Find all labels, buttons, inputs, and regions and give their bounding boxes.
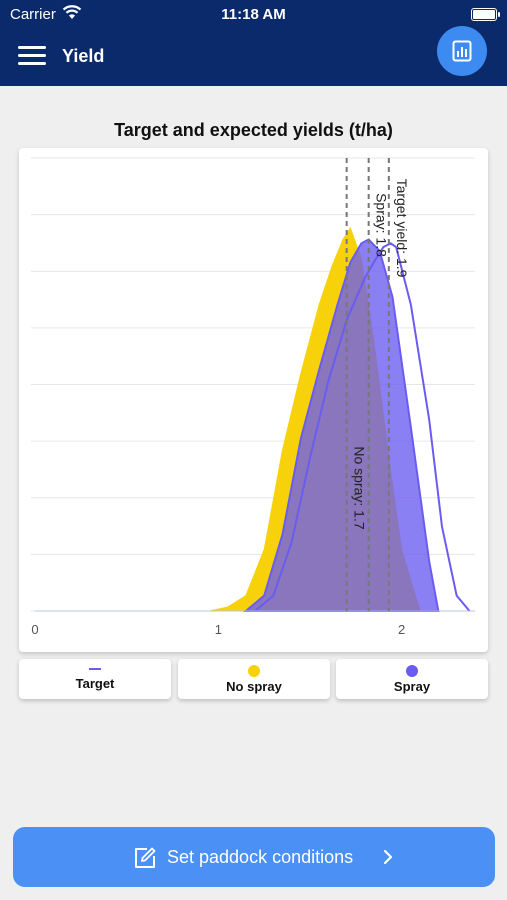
status-bar: Carrier 11:18 AM xyxy=(0,0,507,28)
target-line-marker xyxy=(89,668,101,670)
status-time: 11:18 AM xyxy=(221,6,286,23)
yield-distribution-chart: 0 1 2 No spray: 1.7 Spray: 1.8 Target yield:… xyxy=(31,157,475,637)
cta-label: Set paddock conditions xyxy=(167,847,354,867)
chevron-right-icon xyxy=(383,849,393,865)
x-tick-label: 1 xyxy=(215,622,222,637)
app-header: Carrier 11:18 AM Yield xyxy=(0,0,507,86)
hamburger-menu-icon[interactable] xyxy=(18,46,46,66)
legend-label-no-spray: No spray xyxy=(226,679,282,694)
marker-label: Target yield: 1.9 xyxy=(394,179,410,278)
chart-title: Target and expected yields (t/ha) xyxy=(114,120,393,140)
legend-label-target: Target xyxy=(75,676,115,691)
legend-item-no-spray[interactable]: No spray xyxy=(178,659,330,699)
carrier-label: Carrier xyxy=(10,6,56,23)
x-tick-label: 0 xyxy=(31,622,38,637)
report-button[interactable] xyxy=(437,26,487,76)
page-title: Yield xyxy=(62,46,105,66)
marker-label: No spray: 1.7 xyxy=(352,446,368,529)
set-paddock-conditions-button[interactable]: Set paddock conditions xyxy=(13,827,495,887)
edit-square-icon xyxy=(135,847,156,868)
marker-label: Spray: 1.8 xyxy=(374,193,390,257)
x-tick-label: 2 xyxy=(398,622,405,637)
battery-icon xyxy=(471,8,500,21)
legend-label-spray: Spray xyxy=(393,679,431,694)
series-spray-area xyxy=(243,238,440,612)
spray-dot-marker xyxy=(406,665,418,677)
legend-item-target[interactable]: Target xyxy=(19,659,171,699)
no-spray-dot-marker xyxy=(248,665,260,677)
series-target-line xyxy=(254,242,471,612)
bar-chart-document-icon xyxy=(452,40,472,62)
legend-item-spray[interactable]: Spray xyxy=(336,659,488,699)
wifi-icon xyxy=(62,5,82,19)
yield-chart: 0 1 2 No spray: 1.7 Spray: 1.8 Target yield:… xyxy=(19,148,488,652)
